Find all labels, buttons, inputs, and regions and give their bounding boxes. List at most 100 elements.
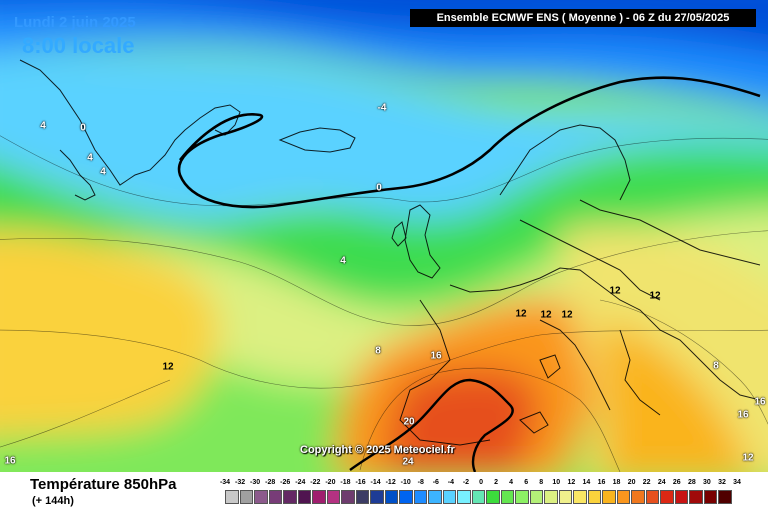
scale-swatch	[689, 490, 703, 504]
isotherm-label: 12	[162, 361, 174, 373]
isotherm-label: 12	[609, 285, 621, 297]
scale-swatch	[268, 490, 282, 504]
scale-swatch	[254, 490, 268, 504]
scale-swatch	[413, 490, 427, 504]
scale-label: -28	[265, 479, 276, 486]
isotherm-lines	[0, 135, 768, 472]
scale-label: -18	[340, 479, 351, 486]
scale-label: 2	[494, 479, 499, 486]
scale-swatch	[428, 490, 442, 504]
twenty-four-isotherm	[349, 378, 514, 472]
scale-label: 14	[582, 479, 591, 486]
scale-label: -10	[400, 479, 411, 486]
scale-label: 12	[567, 479, 576, 486]
scale-swatch	[718, 490, 732, 504]
scale-swatch	[602, 490, 616, 504]
scale-swatch	[573, 490, 587, 504]
zero-isotherm	[177, 76, 761, 209]
isotherm-label: 12	[561, 309, 573, 321]
scale-label: 26	[672, 479, 681, 486]
scale-swatch	[544, 490, 558, 504]
color-scale-labels: -34 -32 -30 -28 -26 -24 -22 -20 -18 -16 -14 -12 -10-…	[220, 479, 750, 489]
scale-swatch	[326, 490, 340, 504]
isotherm-label: 16	[4, 455, 16, 467]
temperature-field	[0, 0, 768, 472]
scale-swatch	[225, 490, 239, 504]
scale-label: 22	[642, 479, 651, 486]
isotherm-label: 0	[80, 122, 86, 134]
scale-label: 0	[479, 479, 483, 486]
isotherm-label: 16	[737, 409, 749, 421]
scale-swatch	[399, 490, 413, 504]
scale-label: 18	[612, 479, 621, 486]
scale-swatch	[370, 490, 384, 504]
isotherm-label: 4	[100, 166, 106, 178]
scale-swatch	[486, 490, 500, 504]
scale-swatch	[355, 490, 369, 504]
scale-label: 24	[657, 479, 666, 486]
scale-label: -2	[462, 479, 470, 486]
scale-label: 34	[733, 479, 741, 486]
scale-swatch	[312, 490, 326, 504]
scale-swatch	[558, 490, 572, 504]
scale-label: -26	[280, 479, 291, 486]
scale-swatch	[239, 490, 253, 504]
color-scale	[225, 490, 733, 504]
isotherm-label: 12	[540, 309, 552, 321]
scale-label: 30	[703, 479, 711, 486]
isotherm-label: 4	[40, 120, 46, 132]
scale-swatch	[631, 490, 645, 504]
scale-swatch	[587, 490, 601, 504]
scale-swatch	[645, 490, 659, 504]
isotherm-label: 8	[713, 360, 719, 372]
scale-label: -4	[447, 479, 454, 486]
scale-label: -8	[417, 479, 424, 486]
model-run-banner: Ensemble ECMWF ENS ( Moyenne ) - 06 Z du…	[410, 9, 756, 27]
copyright-notice: Copyright © 2025 Meteociel.fr	[300, 444, 455, 456]
scale-label: -22	[310, 479, 321, 486]
scale-swatch	[341, 490, 355, 504]
scale-swatch	[297, 490, 311, 504]
scale-swatch	[457, 490, 471, 504]
scale-label: -12	[385, 479, 396, 486]
isotherm-label: 16	[430, 350, 442, 362]
scale-label: 28	[687, 479, 696, 486]
scale-swatch	[500, 490, 514, 504]
coastlines	[19, 59, 761, 446]
scale-label: 32	[718, 479, 726, 486]
scale-swatch	[529, 490, 543, 504]
isotherm-label: 12	[649, 290, 661, 302]
forecast-time: 8:00 locale	[22, 33, 135, 58]
forecast-date: Lundi 2 juin 2025	[14, 14, 136, 31]
scale-swatch	[515, 490, 529, 504]
scale-label: 6	[524, 479, 529, 486]
scale-swatch	[616, 490, 630, 504]
isotherm-label: 8	[375, 345, 381, 357]
scale-label: -32	[234, 479, 246, 486]
legend-footer: Température 850hPa (+ 144h) -34 -32 -30 -28…	[0, 472, 768, 512]
isotherm-label: -4	[377, 102, 387, 114]
isotherm-label: 0	[376, 182, 382, 194]
isotherm-label: 4	[340, 255, 346, 267]
scale-label: 20	[627, 479, 636, 486]
scale-label: -14	[370, 479, 381, 486]
isotherm-label: 12	[515, 308, 527, 320]
scale-label: -16	[355, 479, 366, 486]
scale-swatch	[660, 490, 674, 504]
isotherm-label: 16	[754, 396, 766, 408]
scale-swatch	[442, 490, 456, 504]
temperature-map: Lundi 2 juin 2025 8:00 locale Ensemble E…	[0, 0, 768, 472]
isotherm-label: 24	[402, 456, 414, 468]
scale-swatch	[674, 490, 688, 504]
scale-label: 4	[509, 479, 514, 486]
scale-label: 8	[539, 479, 544, 486]
scale-swatch	[703, 490, 717, 504]
scale-label: -24	[295, 479, 306, 486]
scale-label: -6	[432, 479, 439, 486]
scale-label: -20	[325, 479, 336, 486]
isotherm-label: 12	[742, 452, 754, 464]
scale-swatch	[471, 490, 485, 504]
scale-swatch	[384, 490, 398, 504]
isotherm-label: 4	[87, 152, 93, 164]
lead-time: (+ 144h)	[32, 495, 74, 507]
